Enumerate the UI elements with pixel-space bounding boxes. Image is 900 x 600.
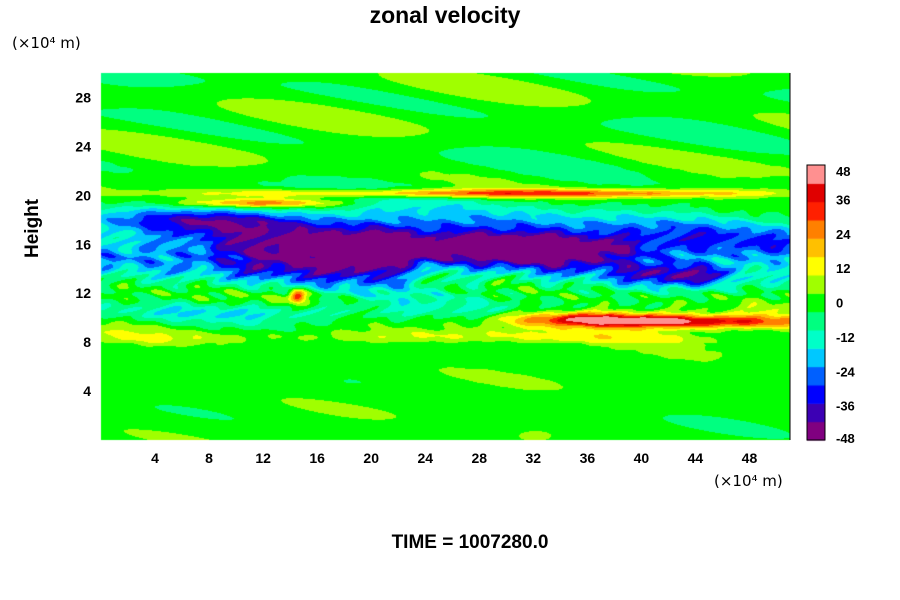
y-tick-label: 8 (83, 334, 91, 350)
colorbar-frame (806, 164, 826, 441)
y-tick-label: 16 (75, 236, 91, 252)
colorbar-tick-label: -36 (836, 399, 855, 414)
colorbar-tick-label: -48 (836, 431, 855, 446)
y-axis-unit: (×10⁴ m) (12, 34, 81, 52)
x-tick-label: 32 (526, 450, 542, 466)
x-tick-label: 44 (688, 450, 704, 466)
x-tick-label: 4 (151, 450, 159, 466)
x-tick-label: 8 (205, 450, 213, 466)
colorbar-tick-label: 36 (836, 192, 850, 207)
colorbar-tick-label: 24 (836, 227, 851, 242)
x-tick-label: 48 (742, 450, 758, 466)
x-tick-label: 20 (363, 450, 379, 466)
colorbar-tick-label: -24 (836, 364, 856, 379)
y-tick-label: 24 (75, 138, 91, 154)
x-tick-label: 36 (580, 450, 596, 466)
y-tick-label: 4 (83, 383, 91, 399)
colorbar-tick-label: 48 (836, 164, 850, 179)
colorbar-tick-label: 0 (836, 296, 843, 311)
y-tick-label: 20 (75, 187, 91, 203)
chart-title: zonal velocity (369, 2, 521, 28)
x-tick-label: 24 (417, 450, 433, 466)
x-tick-label: 16 (309, 450, 325, 466)
x-axis-unit: (×10⁴ m) (714, 472, 783, 490)
x-tick-label: 12 (255, 450, 271, 466)
time-annotation: TIME = 1007280.0 (391, 532, 549, 553)
x-tick-label: 28 (471, 450, 487, 466)
x-tick-label: 40 (634, 450, 650, 466)
y-tick-label: 28 (75, 89, 91, 105)
y-tick-label: 12 (75, 285, 91, 301)
colorbar-tick-label: 12 (836, 261, 850, 276)
colorbar-tick-label: -12 (836, 330, 855, 345)
